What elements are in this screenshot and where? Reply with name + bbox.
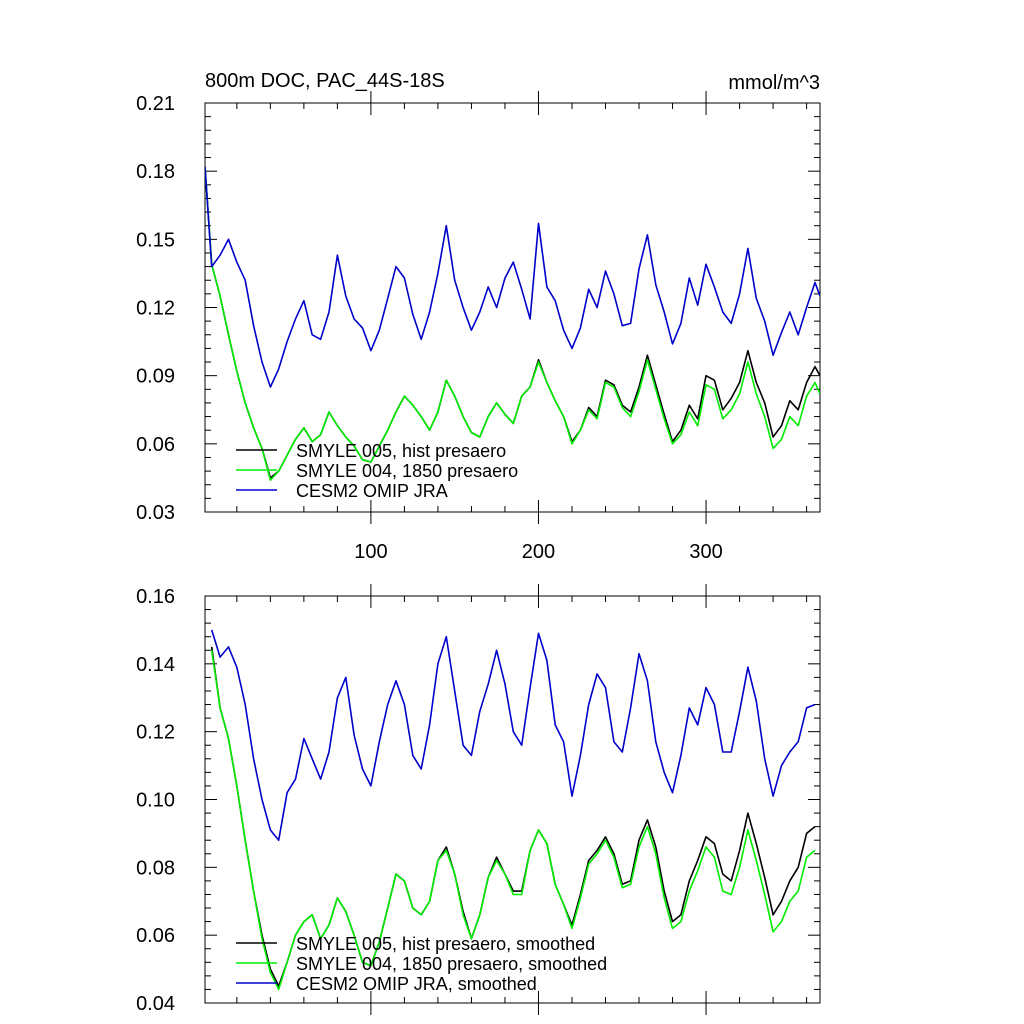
y-tick-label: 0.06 bbox=[136, 434, 175, 456]
units-label: mmol/m^3 bbox=[728, 72, 820, 94]
series-line-1 bbox=[205, 166, 820, 482]
y-tick-label: 0.08 bbox=[136, 857, 175, 879]
x-tick-label: 100 bbox=[354, 541, 387, 563]
top-panel: 0.03 0.06 0.09 0.12 0.15 0.18 0.21 100 200 300 800… bbox=[136, 70, 821, 563]
y-tick-label: 0.21 bbox=[136, 93, 175, 115]
y-tick-label: 0.18 bbox=[136, 161, 175, 183]
legend-label: CESM2 OMIP JRA bbox=[296, 481, 448, 501]
legend-label: SMYLE 005, hist presaero bbox=[296, 441, 506, 461]
y-tick-label: 0.12 bbox=[136, 298, 175, 320]
series-line-2 bbox=[205, 166, 820, 388]
legend-label: SMYLE 004, 1850 presaero, smoothed bbox=[296, 954, 607, 974]
y-tick-label: 0.03 bbox=[136, 502, 175, 524]
y-tick-label: 0.15 bbox=[136, 229, 175, 251]
y-tick-label: 0.04 bbox=[136, 993, 175, 1015]
legend-label: CESM2 OMIP JRA, smoothed bbox=[296, 974, 537, 994]
y-tick-label: 0.12 bbox=[136, 722, 175, 744]
y-tick-label: 0.09 bbox=[136, 366, 175, 388]
x-tick-label: 300 bbox=[689, 541, 722, 563]
y-tick-label: 0.16 bbox=[136, 586, 175, 608]
bottom-panel: 0.04 0.06 0.08 0.10 0.12 0.14 0.16 SMYLE 005, h… bbox=[136, 584, 821, 1015]
chart-title: 800m DOC, PAC_44S-18S bbox=[205, 70, 445, 92]
x-tick-label: 200 bbox=[522, 541, 555, 563]
series-line-0 bbox=[205, 166, 820, 479]
y-tick-label: 0.10 bbox=[136, 790, 175, 812]
y-tick-label: 0.14 bbox=[136, 654, 175, 676]
legend-label: SMYLE 005, hist presaero, smoothed bbox=[296, 934, 595, 954]
series-line-2 bbox=[210, 629, 816, 842]
series-line-1 bbox=[210, 650, 816, 991]
y-tick-label: 0.06 bbox=[136, 925, 175, 947]
legend-label: SMYLE 004, 1850 presaero bbox=[296, 461, 518, 481]
